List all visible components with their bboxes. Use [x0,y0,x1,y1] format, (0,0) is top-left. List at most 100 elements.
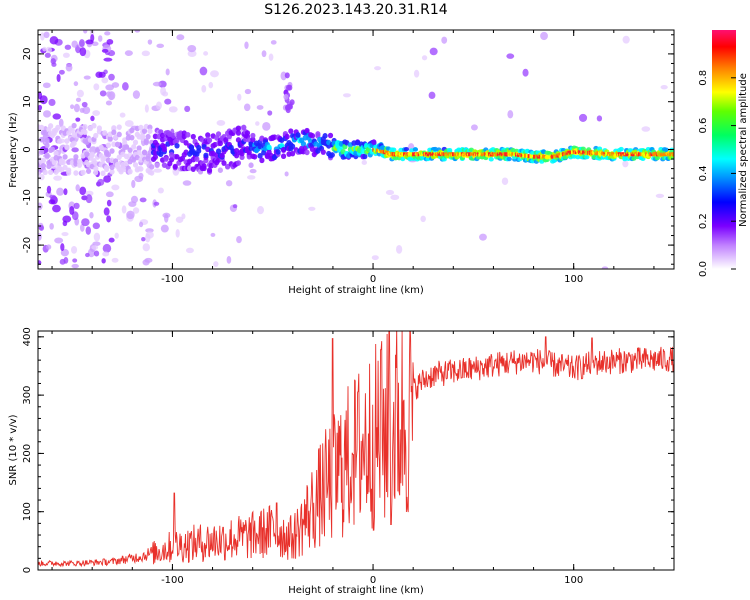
spectrogram-noise-cell [108,237,115,243]
spectrogram-noise-cell [60,243,65,251]
spectrogram-band-cell [320,149,326,155]
spectrogram-band-cell [223,137,229,143]
spectrogram-noise-cell [168,106,178,113]
spectrogram-noise-cell [53,175,63,181]
spectrogram-band-cell [143,138,149,144]
spectrogram-noise-cell [93,250,100,257]
spectrogram-noise-cell [361,159,368,165]
spectrogram-noise-cell [103,57,113,62]
spectrogram-noise-cell [114,232,119,239]
spectrogram-band-cell [304,149,310,156]
spectrogram-noise-cell [132,207,140,214]
snr-ytick-label: 100 [22,502,33,521]
spectrogram-noise-cell [175,216,184,223]
spectrogram-noise-cell [54,237,64,244]
spectrogram-noise-cell [46,185,52,194]
spectrogram-band-cell [111,129,117,136]
spectrogram-noise-cell [108,73,115,81]
spectrogram-noise-cell [216,119,226,126]
spectrogram-peak-cell [428,152,432,157]
spectrogram-noise-cell [578,113,588,123]
spectrogram-band-cell [275,149,281,155]
spectrogram-noise-cell [79,107,85,113]
spectrogram-noise-cell [622,35,630,44]
spectrogram-noise-cell [65,63,73,72]
spectrogram-peak-cell [502,152,506,157]
spectrogram-band-cell [235,130,242,136]
spectrogram-noise-cell [49,194,57,199]
spectrogram-band-cell [447,148,453,153]
snr-ytick-label: 200 [22,444,33,463]
spectrogram-noise-cell [56,74,61,82]
spectrogram-band-cell [44,152,50,159]
spectrogram-band-cell [259,157,265,164]
spectrogram-band-cell [40,157,47,164]
spectrogram-noise-cell [182,180,192,186]
spectrogram-band-cell [100,170,106,177]
spectrogram-noise-cell [152,81,162,87]
spectrogram-noise-cell [506,53,515,59]
spectrogram-noise-cell [203,51,209,56]
spectrogram-noise-cell [232,204,238,209]
spectrogram-band-cell [116,124,122,130]
spectrogram-band-cell [163,156,169,162]
spectrogram-band-cell [584,154,590,160]
spectrogram-band-cell [152,154,158,160]
spectrogram-band-cell [109,164,115,171]
spectrogram-band-cell [215,131,222,137]
spectrogram-band-cell [280,153,287,160]
spectrogram-band-cell [235,160,242,166]
spectrogram-peak-cell [379,149,383,154]
spectrogram-band-cell [113,134,119,140]
spectrogram-band-cell [105,157,112,164]
spectrogram-noise-cell [157,187,164,194]
spectrogram-band-cell [73,154,79,160]
spectrogram-noise-cell [105,84,115,91]
spectrogram-band-cell [266,144,272,151]
snr-xlabel: Height of straight line (km) [288,585,424,596]
spectrogram-peak-cell [641,152,645,157]
spectrogram-peak-cell [581,150,585,155]
spectrogram-noise-cell [141,50,150,57]
spectrogram-band-cell [327,132,334,139]
spectrogram-band-cell [48,123,54,129]
spectrogram-band-cell [241,124,247,131]
spectrogram-noise-cell [165,68,170,76]
spectrogram-noise-cell [126,210,135,220]
spectrogram-peak-cell [384,150,388,155]
spectrogram-noise-cell [101,48,109,53]
spectrogram-band-cell [44,137,50,144]
spectrogram-noise-cell [213,261,219,268]
spectrogram-peak-cell [668,152,672,157]
spectrogram-band-cell [39,124,45,131]
spectrogram-band-cell [60,125,66,131]
spectrogram-peak-cell [529,154,533,159]
spectrogram-band-cell [288,128,294,134]
colorbar-tick-label: 0.6 [698,118,709,134]
colorbar-tick-label: 0.2 [698,213,709,229]
spectrogram-noise-cell [119,112,126,118]
spectrogram-band-cell [329,152,335,158]
spectrogram-noise-cell [155,101,162,110]
spectrogram-noise-cell [655,193,665,198]
spectrogram-noise-cell [75,97,82,103]
spectrogram-noise-cell [52,204,61,213]
spectrogram-band-cell [215,148,222,155]
spectrogram-band-cell [183,140,189,146]
spectrogram-peak-cell [430,152,434,157]
snr-panel: -100 0 100 0 100 200 300 400 Height of straight… [8,327,675,596]
spectrogram-band-cell [66,167,72,174]
spectrogram-noise-cell [70,104,75,110]
spectrogram-noise-cell [56,187,64,196]
spectrogram-band-cell [257,153,263,159]
spectrogram-band-cell [105,151,112,158]
spectrogram-band-cell [149,164,155,170]
spectrogram-noise-cell [441,36,448,44]
spectrogram-band-cell [190,133,196,140]
spectrogram-noise-cell [501,177,509,186]
spectrogram-band-cell [271,134,278,140]
spectrogram-peak-cell [478,152,482,157]
spectrogram-band-cell [224,163,231,170]
spectrogram-peak-cell [659,152,663,157]
